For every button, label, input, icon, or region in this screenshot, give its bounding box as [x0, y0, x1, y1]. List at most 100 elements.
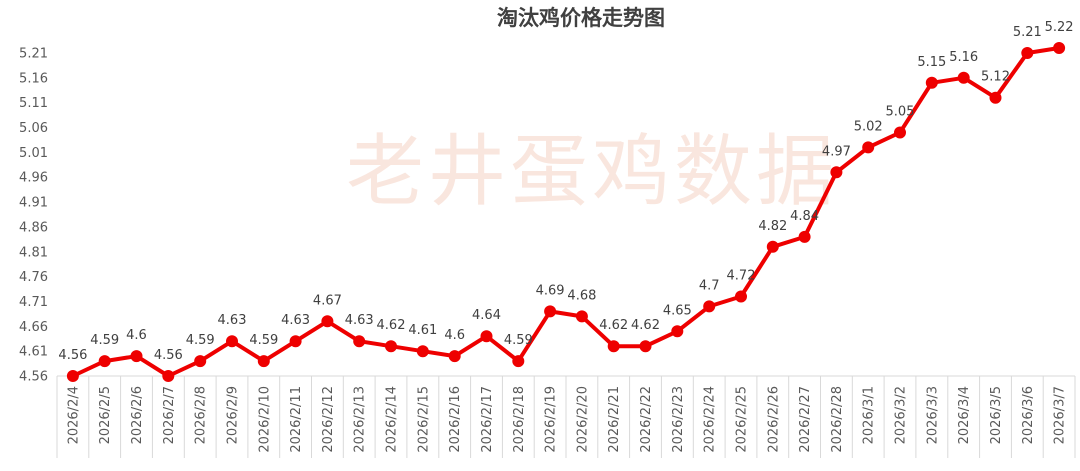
- y-tick-label: 4.76: [19, 270, 48, 285]
- x-tick-label: 2026/2/22: [639, 386, 654, 453]
- x-tick-label: 2026/3/1: [862, 386, 877, 444]
- y-tick-label: 4.71: [19, 295, 48, 310]
- x-tick-label: 2026/3/3: [925, 386, 940, 444]
- data-label: 4.56: [154, 348, 183, 363]
- data-label: 4.62: [377, 318, 406, 333]
- x-tick-label: 2026/2/19: [544, 386, 559, 453]
- data-label: 4.6: [444, 328, 465, 343]
- watermark: 老井蛋鸡数据: [346, 127, 838, 217]
- y-tick-label: 4.66: [19, 320, 48, 335]
- x-tick-label: 2026/3/2: [894, 386, 909, 444]
- x-tick-label: 2026/2/27: [798, 386, 813, 453]
- data-label: 5.15: [917, 55, 946, 70]
- data-label: 4.64: [472, 308, 501, 323]
- data-point: [575, 310, 588, 323]
- data-point: [925, 76, 938, 89]
- data-point: [416, 345, 429, 358]
- data-point: [544, 305, 557, 318]
- x-tick-label: 2026/2/24: [703, 386, 718, 453]
- x-tick-label: 2026/2/6: [130, 386, 145, 444]
- data-label: 4.63: [281, 313, 310, 328]
- data-label: 4.59: [249, 333, 278, 348]
- x-tick-label: 2026/2/8: [194, 386, 209, 444]
- data-label: 4.61: [408, 323, 437, 338]
- x-axis: 2026/2/4 2026/2/5 2026/2/6 2026/2/7 2026/2/8…: [56, 375, 1076, 458]
- x-tick-label: 2026/2/5: [98, 386, 113, 444]
- data-label: 4.84: [790, 209, 819, 224]
- data-point: [766, 240, 779, 253]
- data-label: 5.16: [949, 50, 978, 65]
- data-point: [1021, 47, 1034, 59]
- data-point: [830, 166, 843, 179]
- y-tick-label: 4.96: [19, 171, 48, 186]
- data-point: [385, 340, 397, 353]
- data-point: [735, 290, 747, 303]
- y-tick-label: 4.81: [19, 245, 48, 260]
- y-tick-label: 4.91: [19, 196, 48, 211]
- data-label: 4.72: [727, 269, 756, 284]
- data-label: 4.82: [758, 219, 787, 234]
- data-label: 5.12: [981, 70, 1010, 85]
- data-label: 4.63: [345, 313, 374, 328]
- data-point: [66, 370, 79, 382]
- data-point: [639, 340, 652, 353]
- data-point: [989, 91, 1002, 104]
- data-label: 5.05: [886, 105, 915, 120]
- x-tick-label: 2026/2/17: [480, 386, 495, 453]
- y-tick-label: 4.61: [19, 345, 48, 360]
- data-label: 4.7: [699, 278, 720, 293]
- data-point: [98, 355, 111, 368]
- data-point: [226, 335, 238, 348]
- x-tick-label: 2026/2/12: [321, 386, 336, 453]
- data-point: [321, 315, 334, 328]
- y-tick-label: 5.11: [19, 96, 48, 111]
- data-point: [798, 230, 811, 243]
- data-label: 4.63: [218, 313, 247, 328]
- y-tick-label: 4.86: [19, 220, 48, 235]
- x-tick-label: 2026/2/15: [416, 386, 431, 453]
- data-label: 4.59: [90, 333, 119, 348]
- data-label: 4.68: [567, 288, 596, 303]
- data-point: [512, 355, 525, 368]
- data-label: 4.67: [313, 293, 342, 308]
- y-axis: 4.56 4.61 4.66 4.71 4.76 4.81 4.86 4.91 4.96 5.01…: [19, 47, 48, 385]
- data-label: 4.56: [58, 348, 87, 363]
- data-point: [130, 350, 143, 363]
- data-label: 4.59: [186, 333, 215, 348]
- x-tick-label: 2026/2/9: [226, 386, 241, 444]
- data-label: 5.22: [1045, 20, 1074, 35]
- data-point: [957, 71, 970, 84]
- x-tick-label: 2026/2/26: [766, 386, 781, 453]
- y-tick-label: 5.16: [19, 71, 48, 86]
- chart-title: 淘汰鸡价格走势图: [497, 5, 665, 30]
- data-point: [703, 300, 716, 313]
- data-point: [607, 340, 620, 353]
- data-label: 4.62: [599, 318, 628, 333]
- x-tick-label: 2026/2/10: [257, 386, 272, 453]
- x-tick-label: 2026/2/18: [512, 386, 527, 453]
- data-point: [289, 335, 302, 348]
- data-label: 5.02: [854, 119, 883, 134]
- data-point: [448, 350, 461, 363]
- x-tick-label: 2026/2/20: [575, 386, 590, 453]
- data-point: [894, 126, 906, 139]
- data-label: 4.69: [536, 283, 565, 298]
- x-tick-label: 2026/2/16: [448, 386, 463, 453]
- data-point: [194, 355, 207, 368]
- x-tick-label: 2026/3/4: [957, 386, 972, 444]
- data-label: 4.59: [504, 333, 533, 348]
- data-point: [257, 355, 270, 368]
- y-tick-label: 4.56: [19, 370, 48, 385]
- x-tick-label: 2026/2/25: [735, 386, 750, 453]
- x-tick-label: 2026/2/7: [162, 386, 177, 444]
- x-tick-label: 2026/2/21: [607, 386, 622, 453]
- y-tick-label: 5.06: [19, 121, 48, 136]
- data-label: 4.65: [663, 303, 692, 318]
- x-tick-label: 2026/2/23: [671, 386, 686, 453]
- plot-area: 4.564.59 4.64.564.594.634.594.634.674.63 4…: [58, 20, 1074, 382]
- x-tick-label: 2026/3/7: [1053, 386, 1068, 444]
- data-label: 4.62: [631, 318, 660, 333]
- data-point: [671, 325, 684, 338]
- y-tick-label: 5.01: [19, 146, 48, 161]
